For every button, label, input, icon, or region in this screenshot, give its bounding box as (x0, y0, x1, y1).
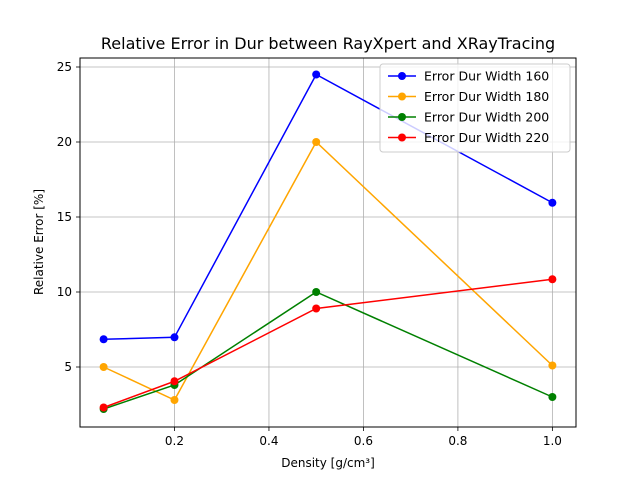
axes-frame (79, 57, 577, 428)
data-point (312, 288, 321, 296)
legend-label: Error Dur Width 180 (424, 89, 549, 104)
x-tick-label: 0.8 (448, 434, 467, 448)
x-axis-label: Density [g/cm³] (281, 456, 375, 470)
legend-label: Error Dur Width 220 (424, 130, 549, 145)
y-tick-label: 20 (57, 135, 72, 149)
legend-item: Error Dur Width 160 (388, 69, 549, 84)
x-tick-label: 0.2 (165, 434, 184, 448)
data-point (312, 70, 321, 79)
chart-title: Relative Error in Dur between RayXpert a… (101, 34, 555, 53)
series-2 (99, 138, 557, 404)
series-line (103, 278, 553, 409)
legend-box (379, 63, 571, 153)
legend-item: Error Dur Width 220 (388, 130, 549, 145)
series-4 (99, 275, 557, 412)
data-point (548, 275, 557, 284)
x-tick-label: 1.0 (543, 434, 562, 448)
data-point (312, 138, 321, 146)
data-point (312, 304, 321, 313)
data-point (99, 403, 108, 412)
legend-marker (398, 92, 406, 101)
y-axis-ticks: 5 10 15 20 25 (57, 60, 80, 374)
data-point (170, 333, 179, 342)
y-tick-label: 15 (57, 210, 72, 224)
legend-marker (398, 133, 406, 142)
x-tick-label: 0.6 (354, 434, 373, 448)
data-point (548, 393, 557, 401)
legend: Error Dur Width 160 Error Dur Width 180 Er… (379, 63, 571, 153)
legend-label: Error Dur Width 160 (424, 69, 549, 84)
data-point (170, 377, 179, 386)
legend-label: Error Dur Width 200 (424, 110, 549, 125)
data-point (548, 198, 557, 207)
y-tick-label: 25 (57, 60, 72, 74)
x-axis-ticks: 0.2 0.4 0.6 0.8 1.0 (165, 427, 562, 448)
series-line (103, 291, 553, 410)
data-point (99, 335, 108, 344)
x-tick-label: 0.4 (259, 434, 278, 448)
y-tick-label: 5 (64, 360, 72, 374)
data-point (170, 396, 179, 404)
legend-item: Error Dur Width 200 (388, 110, 549, 125)
data-point (99, 363, 108, 371)
legend-marker (398, 113, 406, 121)
y-tick-label: 10 (57, 285, 72, 299)
legend-item: Error Dur Width 180 (388, 89, 549, 104)
y-axis-label: Relative Error [%] (32, 189, 46, 295)
legend-marker (398, 72, 406, 80)
data-point (548, 361, 557, 370)
series-line (103, 140, 553, 401)
